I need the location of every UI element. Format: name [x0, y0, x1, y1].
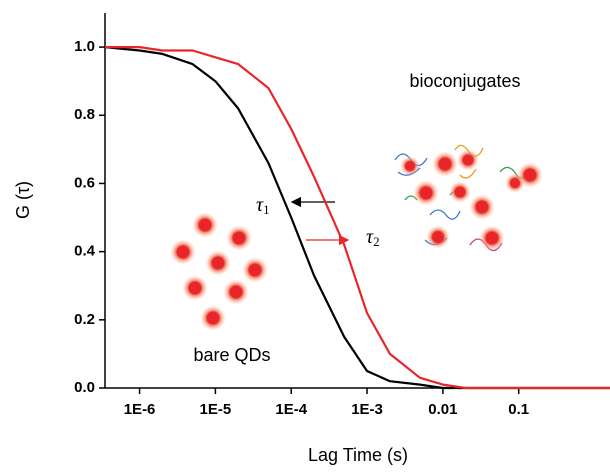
bare-qd-dots [170, 212, 268, 331]
x-tick-label: 1E-5 [200, 401, 232, 418]
x-tick-label: 0.1 [508, 401, 529, 418]
annotation: bioconjugates [409, 71, 520, 91]
x-tick-label: 1E-3 [351, 401, 383, 418]
tau2-label: τ2 [366, 226, 380, 249]
y-tick-label: 0.0 [74, 379, 95, 396]
y-tick-label: 0.8 [74, 106, 95, 123]
x-axis-label: Lag Time (s) [308, 445, 408, 465]
x-tick-label: 0.01 [428, 401, 457, 418]
tau1-label: τ1 [256, 194, 270, 217]
series-line [105, 46, 610, 390]
bioconjugate-dots [394, 144, 543, 252]
y-tick-label: 0.2 [74, 311, 95, 328]
tau-symbol: τ [256, 194, 264, 216]
illustration [170, 144, 543, 331]
tau-symbol: τ [366, 226, 374, 248]
annotation: bare QDs [193, 345, 270, 365]
tau-subscript: 2 [373, 234, 380, 249]
y-tick-label: 0.6 [74, 174, 95, 191]
series-line [104, 46, 610, 390]
y-axis-label: G (τ) [13, 181, 33, 219]
y-tick-label: 0.4 [74, 243, 96, 260]
y-tick-label: 1.0 [74, 38, 95, 55]
x-tick-label: 1E-6 [124, 401, 156, 418]
tau-subscript: 1 [263, 202, 270, 217]
x-tick-label: 1E-4 [275, 401, 307, 418]
